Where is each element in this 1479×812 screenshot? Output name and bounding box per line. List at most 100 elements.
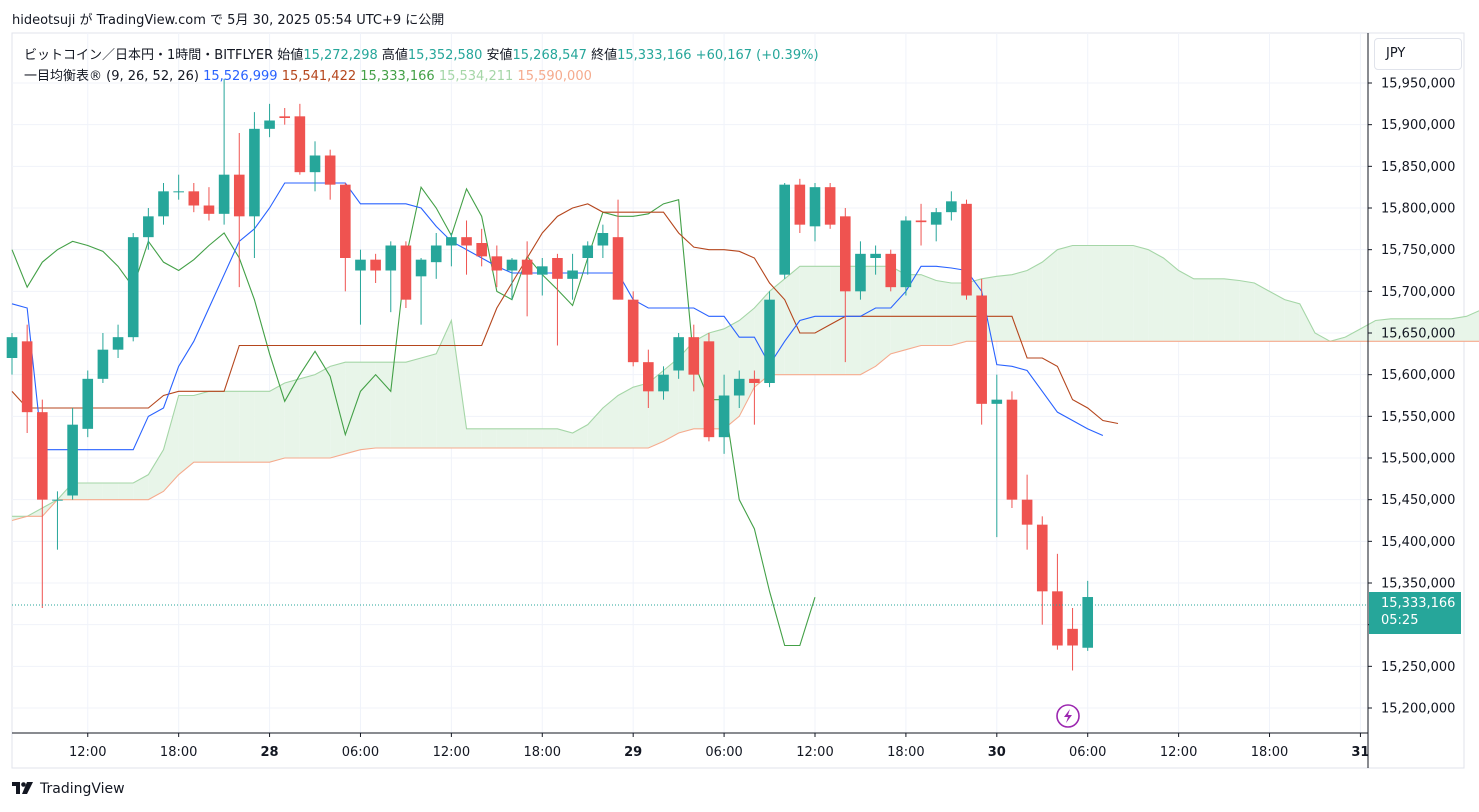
candle-body[interactable]: [491, 256, 503, 271]
candle-body[interactable]: [885, 253, 897, 288]
candle-body[interactable]: [1021, 499, 1033, 525]
candle-body[interactable]: [839, 216, 851, 292]
candle-body[interactable]: [385, 245, 397, 271]
candle-body[interactable]: [430, 245, 442, 263]
candle-body[interactable]: [536, 266, 548, 275]
candle-body[interactable]: [415, 259, 427, 277]
candle-body[interactable]: [946, 201, 957, 213]
candle-body[interactable]: [688, 337, 700, 375]
candle-body[interactable]: [249, 128, 260, 217]
candle-body[interactable]: [446, 237, 457, 246]
cloud-segment: [254, 391, 270, 463]
candle-body[interactable]: [294, 116, 306, 173]
candle-body[interactable]: [6, 337, 18, 358]
candle-body[interactable]: [552, 258, 563, 279]
candle-body[interactable]: [36, 412, 48, 500]
candle-body[interactable]: [930, 212, 942, 225]
cloud-segment: [936, 280, 952, 346]
candle-body[interactable]: [870, 253, 881, 258]
legend-span-b-value: 15,590,000: [517, 69, 592, 84]
legend-ohlc: ビットコイン／日本円・1時間・BITFLYER 始値15,272,298 高値1…: [24, 44, 819, 63]
candle-body[interactable]: [582, 245, 594, 259]
candle-body[interactable]: [1052, 591, 1063, 646]
candle-body[interactable]: [1067, 628, 1078, 646]
candle-body[interactable]: [733, 378, 745, 396]
candle-body[interactable]: [627, 299, 639, 363]
price-axis[interactable]: 15,200,00015,250,00015,300,00015,350,000…: [1368, 77, 1455, 717]
candles[interactable]: [6, 78, 1094, 671]
candle-body[interactable]: [1006, 399, 1018, 500]
candle-body[interactable]: [67, 424, 78, 496]
price-tick-label: 15,850,000: [1381, 160, 1455, 175]
candle-body[interactable]: [203, 205, 215, 214]
candle-body[interactable]: [855, 253, 866, 292]
cloud-segment: [118, 483, 134, 500]
candle-body[interactable]: [1082, 597, 1094, 648]
candle-body[interactable]: [355, 259, 366, 271]
candle-body[interactable]: [324, 155, 336, 185]
candle-body[interactable]: [112, 337, 124, 350]
candle-body[interactable]: [521, 259, 533, 275]
cloud-segment: [542, 428, 558, 448]
cloud-segment: [299, 374, 316, 458]
candle-body[interactable]: [233, 174, 245, 217]
candle-body[interactable]: [612, 237, 624, 300]
cloud-segment: [1466, 310, 1479, 342]
price-tick-label: 15,900,000: [1381, 118, 1455, 133]
candle-body[interactable]: [824, 187, 836, 225]
candle-body[interactable]: [976, 295, 987, 404]
candle-body[interactable]: [764, 299, 775, 383]
time-axis[interactable]: 12:00 18:00 28 06:00 12:00 18:00 29 06:00 12:00 1…: [69, 733, 1369, 760]
cloud-segment: [405, 358, 422, 448]
candle-body[interactable]: [370, 259, 381, 271]
candle-body[interactable]: [703, 341, 715, 438]
candle-body[interactable]: [21, 341, 33, 413]
candle-body[interactable]: [279, 116, 291, 118]
candle-body[interactable]: [1036, 524, 1048, 592]
price-tick-label: 15,700,000: [1381, 285, 1455, 300]
candle-body[interactable]: [567, 270, 578, 279]
candle-body[interactable]: [461, 237, 472, 246]
time-tick-label: 12:00: [1160, 745, 1197, 760]
candle-body[interactable]: [52, 499, 63, 501]
cloud-segment: [1390, 318, 1406, 342]
candle-body[interactable]: [188, 191, 200, 206]
candle-body[interactable]: [400, 245, 412, 300]
candle-body[interactable]: [643, 362, 654, 392]
candle-body[interactable]: [718, 395, 730, 438]
candle-body[interactable]: [476, 243, 487, 257]
legend-ichimoku[interactable]: 一目均衡表® (9, 26, 52, 26) 15,526,999 15,541…: [24, 65, 592, 84]
candle-body[interactable]: [961, 203, 972, 296]
candle-body[interactable]: [264, 120, 275, 129]
currency-button[interactable]: JPY: [1374, 38, 1462, 70]
candle-body[interactable]: [309, 155, 321, 173]
candle-body[interactable]: [506, 259, 518, 271]
cloud-segment: [1375, 318, 1391, 342]
candle-body[interactable]: [900, 220, 912, 288]
candle-body[interactable]: [173, 191, 184, 193]
candle-body[interactable]: [915, 220, 927, 223]
candle-body[interactable]: [749, 378, 760, 383]
time-tick-label: 06:00: [705, 745, 742, 760]
candle-body[interactable]: [809, 187, 821, 227]
candle-body[interactable]: [218, 174, 230, 214]
candle-body[interactable]: [143, 216, 154, 238]
candle-body[interactable]: [991, 399, 1003, 404]
candle-body[interactable]: [779, 184, 790, 275]
lightning-icon[interactable]: [1056, 704, 1080, 728]
candle-body[interactable]: [658, 374, 669, 392]
price-tick-label: 15,550,000: [1381, 410, 1455, 425]
cloud-segment: [1436, 318, 1452, 342]
candle-body[interactable]: [794, 184, 806, 225]
candle-body[interactable]: [673, 337, 684, 371]
footer-brand[interactable]: TradingView: [12, 780, 125, 798]
candle-body[interactable]: [340, 184, 351, 258]
candle-body[interactable]: [597, 233, 609, 246]
candle-body[interactable]: [97, 349, 109, 379]
price-tick-label: 15,500,000: [1381, 452, 1455, 467]
candle-body[interactable]: [158, 191, 169, 217]
cloud-segment: [163, 395, 179, 492]
candle-body[interactable]: [82, 378, 94, 429]
candle-body[interactable]: [127, 237, 139, 338]
